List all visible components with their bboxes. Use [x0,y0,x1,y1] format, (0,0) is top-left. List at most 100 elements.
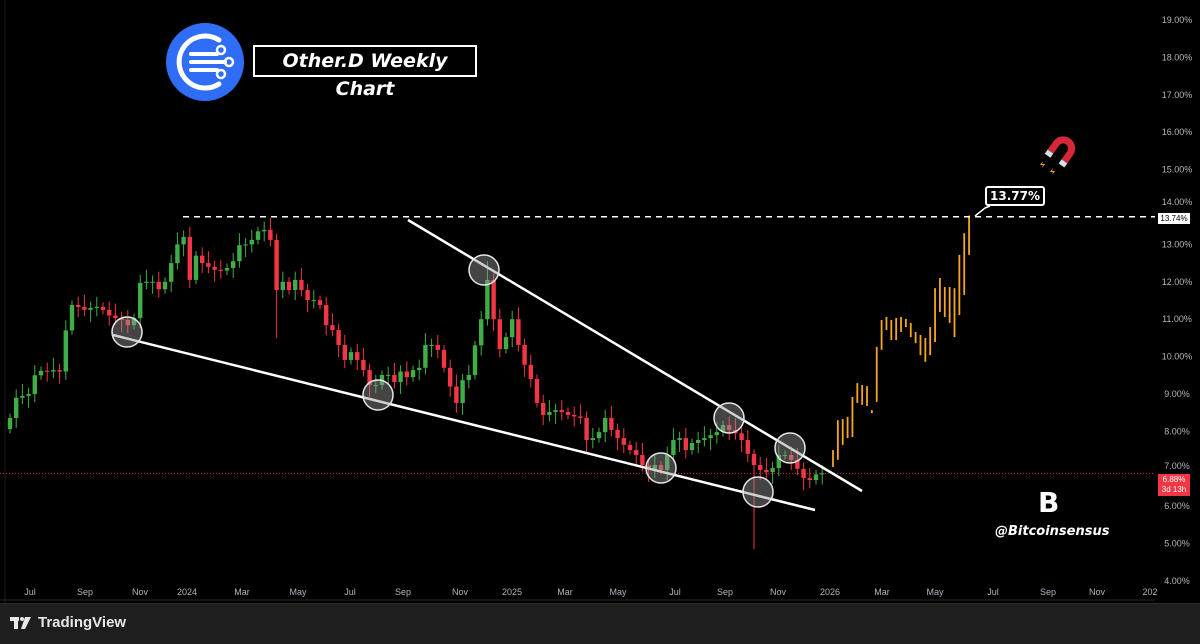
candle [441,345,447,373]
candle [57,363,62,384]
candle-body [807,478,812,481]
candle [69,300,75,335]
candle-body [243,244,248,246]
candle [689,438,695,455]
candle [206,251,211,274]
candle-body [528,364,533,380]
candle-body [534,379,540,403]
y-axis[interactable]: 19.00% 18.00% 17.00% 16.00% 15.00% 14.00% 13.0… [1162,15,1193,586]
candle-body [274,239,279,291]
candle-body [417,367,422,371]
candle-body [169,263,174,282]
candle [590,428,595,449]
candle-body [621,438,626,445]
candle-body [125,319,130,326]
x-axis[interactable]: Jul Sep Nov 2024 Mar May Jul Sep Nov 2025 Mar May Ju… [24,587,1157,597]
candle-body [758,465,763,470]
author-handle: @Bitcoinsensus [995,524,1110,539]
price-chart[interactable]: 19.00% 18.00% 17.00% 16.00% 15.00% 14.00% 13.0… [0,0,1200,603]
lower-trendline[interactable] [112,333,816,512]
candle [249,229,254,253]
candle-body [131,318,137,326]
candle-body [200,255,205,264]
candle-body [820,473,825,475]
candle [683,428,688,459]
candle-body [696,440,701,443]
candle-body [286,281,292,291]
candle-body [627,444,633,451]
touch-marker [645,452,677,484]
candle-body [100,306,106,310]
spark-icon [1040,161,1055,175]
candle-body [510,319,515,338]
candle [367,363,372,397]
candle-body [435,345,440,350]
candle-body [212,266,217,270]
candle [224,263,230,276]
candle [361,347,366,377]
candle [578,404,583,425]
candle [764,457,769,479]
candle [255,226,261,245]
candle-body [237,245,242,262]
chart-pane[interactable] [0,0,1155,603]
candle-body [386,374,391,376]
target-pointer [974,205,991,217]
x-tick-label: Sep [1040,587,1056,597]
candle [739,426,744,452]
candle [497,309,502,358]
projection-bars [832,215,970,467]
candle-body [26,394,31,396]
candle [76,296,81,317]
candle-body [218,269,223,271]
candle-body [187,236,192,280]
chart-title: Other.D Weekly Chart [253,45,477,100]
candle-body [770,468,775,473]
x-tick-label: Nov [1089,587,1106,597]
x-tick-label: Jul [24,587,36,597]
candle [491,273,496,332]
candle-body [280,281,285,291]
x-tick-label: 2025 [502,587,522,597]
candle [789,446,794,470]
candle-body [541,402,546,415]
candle [584,411,589,452]
magnet-icon [1044,136,1076,168]
x-tick-label: 2026 [820,587,840,597]
candle-body [311,300,316,302]
candle-body [776,454,781,469]
touch-marker [468,254,500,286]
candle-body [503,337,509,350]
candle [138,274,143,329]
touch-marker [362,379,394,411]
candle-body [813,474,819,481]
candle-body [293,279,298,291]
candle-body [782,454,788,456]
y-tick-label: 11.00% [1162,314,1192,324]
circuit-c-logo-icon [166,23,244,101]
candle [305,283,310,313]
y-tick-label: 15.00% [1162,165,1193,175]
y-tick-label: 8.00% [1164,426,1190,436]
candle-body [485,279,490,320]
candle [187,226,192,289]
candle-body [181,236,186,245]
tradingview-brand[interactable]: TradingView [10,614,126,631]
tradingview-label: TradingView [38,614,127,631]
candle-body [423,345,428,368]
candle [119,311,124,332]
candle-body [224,267,230,271]
candle [113,303,118,325]
candle-body [144,281,149,283]
candle [572,406,577,427]
candle [627,440,633,455]
candle-body [553,410,558,412]
upper-trendline[interactable] [407,218,863,493]
candle-body [565,411,571,415]
candle-body [479,319,484,346]
y-tick-label: 9.00% [1164,389,1190,399]
candle-body [603,417,608,433]
candle-body [156,281,161,290]
x-tick-label: May [926,587,944,597]
x-tick-label: Jul [344,587,356,597]
